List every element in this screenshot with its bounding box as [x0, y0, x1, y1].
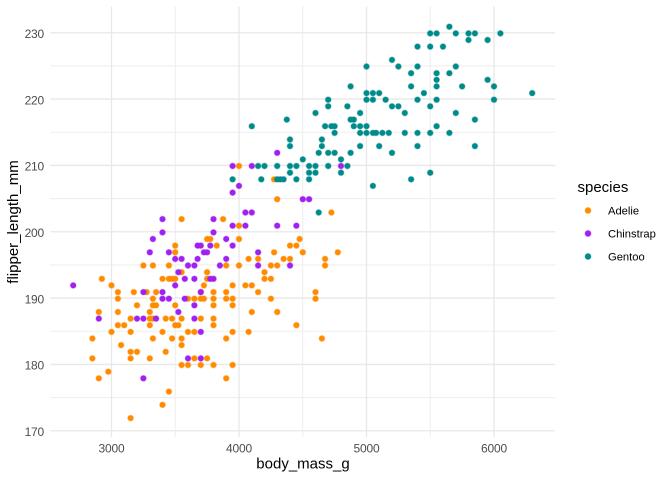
svg-text:5000: 5000	[354, 442, 380, 456]
svg-text:210: 210	[25, 160, 45, 174]
svg-text:body_mass_g: body_mass_g	[256, 455, 349, 472]
svg-text:180: 180	[25, 359, 45, 373]
svg-text:Adelie: Adelie	[608, 205, 639, 217]
svg-text:Gentoo: Gentoo	[608, 251, 645, 263]
svg-text:190: 190	[25, 292, 45, 306]
svg-text:6000: 6000	[481, 442, 507, 456]
svg-text:3000: 3000	[99, 442, 125, 456]
svg-text:200: 200	[25, 226, 45, 240]
svg-text:230: 230	[25, 27, 45, 41]
svg-text:220: 220	[25, 93, 45, 107]
svg-text:4000: 4000	[226, 442, 252, 456]
svg-text:170: 170	[25, 425, 45, 439]
svg-text:species: species	[578, 179, 629, 196]
svg-text:flipper_length_mm: flipper_length_mm	[5, 160, 22, 283]
svg-text:Chinstrap: Chinstrap	[608, 228, 656, 240]
